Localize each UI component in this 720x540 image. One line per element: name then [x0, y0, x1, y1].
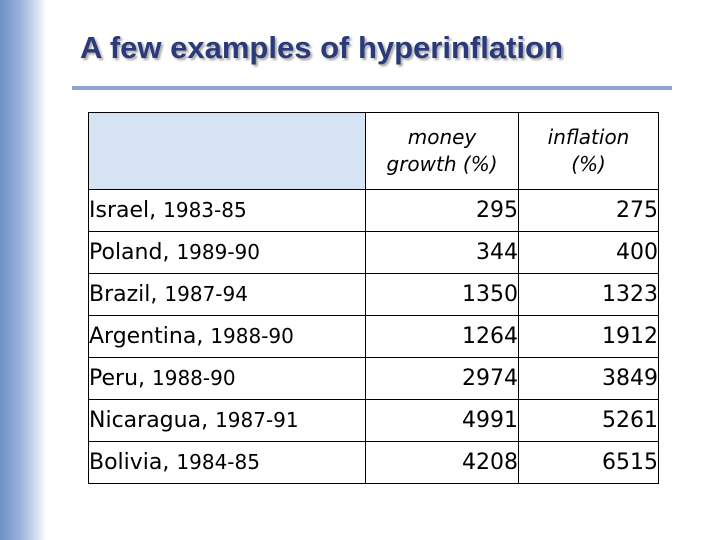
money-growth-cell: 4208: [365, 441, 519, 484]
header-money-growth-line1: money: [407, 125, 477, 149]
money-growth-cell: 4991: [365, 399, 519, 442]
country-cell: Brazil, 1987-94: [88, 273, 366, 316]
country-name: Argentina,: [89, 324, 204, 349]
table-row: Poland, 1989-90 344 400: [88, 231, 659, 274]
country-name: Israel,: [89, 198, 157, 223]
table-row: Nicaragua, 1987-91 4991 5261: [88, 399, 659, 442]
table-row: Argentina, 1988-90 1264 1912: [88, 315, 659, 358]
inflation-cell: 1323: [518, 273, 659, 316]
title-underline: [72, 86, 672, 90]
country-cell: Argentina, 1988-90: [88, 315, 366, 358]
inflation-cell: 1912: [518, 315, 659, 358]
money-growth-cell: 1264: [365, 315, 519, 358]
table-row: Peru, 1988-90 2974 3849: [88, 357, 659, 400]
hyperinflation-table: money growth (%) inflation (%) Israel, 1…: [88, 112, 659, 484]
country-years: 1988-90: [152, 366, 236, 390]
header-inflation-line1: inflation: [547, 125, 630, 149]
money-growth-cell: 1350: [365, 273, 519, 316]
money-growth-cell: 2974: [365, 357, 519, 400]
inflation-cell: 275: [518, 189, 659, 232]
inflation-cell: 6515: [518, 441, 659, 484]
country-years: 1983-85: [163, 198, 247, 222]
country-name: Peru,: [89, 366, 145, 391]
country-years: 1984-85: [176, 450, 260, 474]
table-header-row: money growth (%) inflation (%): [88, 112, 659, 190]
country-years: 1989-90: [176, 240, 261, 264]
header-blank-cell: [88, 112, 366, 190]
table-row: Bolivia, 1984-85 4208 6515: [88, 441, 659, 484]
header-inflation-line2: (%): [571, 152, 606, 176]
slide-title: A few examples of hyperinflation: [80, 30, 563, 65]
inflation-cell: 3849: [518, 357, 659, 400]
country-name: Nicaragua,: [89, 408, 209, 433]
country-cell: Nicaragua, 1987-91: [88, 399, 366, 442]
country-name: Bolivia,: [89, 450, 170, 475]
country-cell: Peru, 1988-90: [88, 357, 366, 400]
table-row: Israel, 1983-85 295 275: [88, 189, 659, 232]
inflation-cell: 5261: [518, 399, 659, 442]
country-name: Brazil,: [89, 282, 158, 307]
money-growth-cell: 344: [365, 231, 519, 274]
country-cell: Israel, 1983-85: [88, 189, 366, 232]
country-years: 1987-94: [164, 282, 248, 306]
header-inflation: inflation (%): [518, 112, 659, 190]
header-money-growth: money growth (%): [365, 112, 519, 190]
country-cell: Bolivia, 1984-85: [88, 441, 366, 484]
country-years: 1987-91: [215, 408, 299, 432]
money-growth-cell: 295: [365, 189, 519, 232]
header-money-growth-line2: growth (%): [386, 152, 498, 176]
country-cell: Poland, 1989-90: [88, 231, 366, 274]
country-years: 1988-90: [210, 324, 294, 348]
inflation-cell: 400: [518, 231, 659, 274]
country-name: Poland,: [89, 240, 170, 265]
table-row: Brazil, 1987-94 1350 1323: [88, 273, 659, 316]
side-decoration-bar: [0, 0, 46, 540]
